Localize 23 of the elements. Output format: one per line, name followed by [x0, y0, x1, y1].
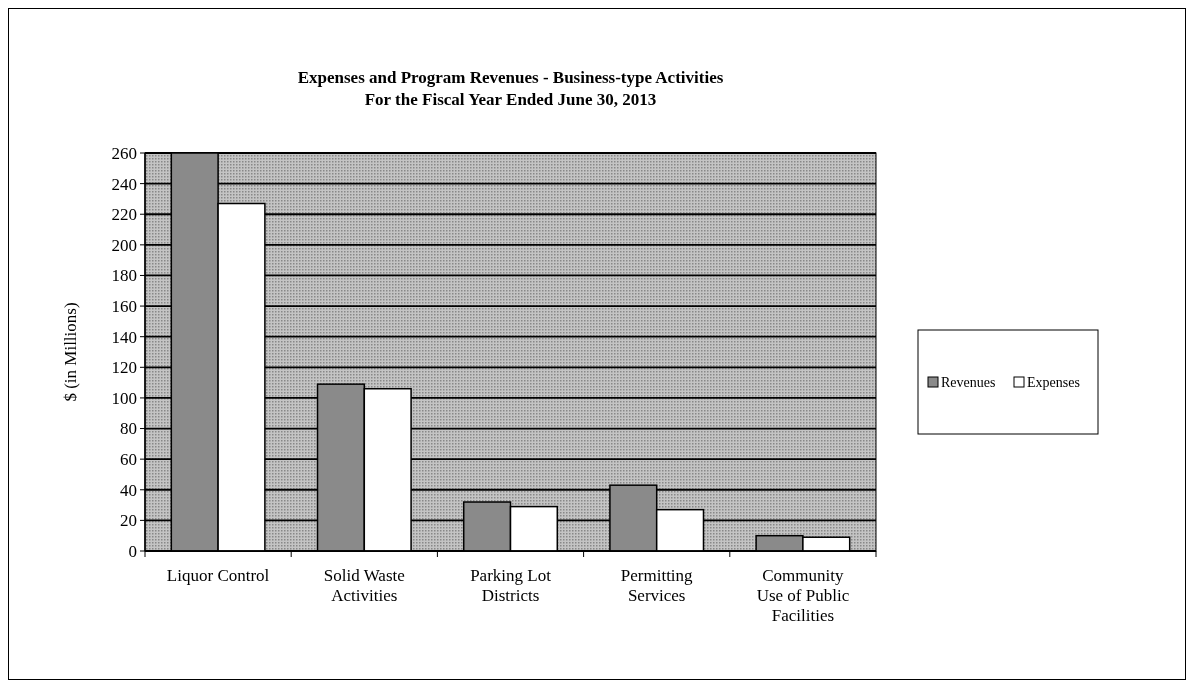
y-tick-label: 60: [120, 450, 137, 470]
x-tick-label: Solid Waste Activities: [323, 566, 405, 605]
y-tick-label: 100: [111, 388, 137, 408]
y-tick-label: 120: [111, 358, 137, 378]
y-tick-label: 200: [111, 235, 137, 255]
x-tick-label: Parking Lot Districts: [470, 566, 552, 605]
y-tick-label: 0: [128, 541, 137, 561]
y-tick-label: 260: [111, 143, 137, 163]
y-tick-label: 240: [111, 174, 137, 194]
chart-title: Expenses and Program Revenues - Business-type Activities For the Fiscal Year Ended June 30, 2013: [297, 68, 724, 109]
y-tick-label: 20: [120, 511, 137, 531]
legend-label: Expenses: [1027, 374, 1080, 390]
y-tick-label: 140: [111, 327, 137, 347]
y-tick-label: 160: [111, 297, 137, 317]
y-tick-label: 180: [111, 266, 137, 286]
y-tick-label: 220: [111, 205, 137, 225]
y-tick-label: 80: [120, 419, 137, 439]
legend-label: Revenues: [941, 374, 996, 390]
x-tick-label: Liquor Control: [166, 566, 270, 585]
x-tick-label: Community Use of Public Facilities: [756, 566, 850, 625]
x-tick-label: Permitting Services: [620, 566, 694, 605]
y-tick-label: 40: [120, 480, 137, 500]
y-axis-title: $ (in Millions): [61, 302, 80, 402]
